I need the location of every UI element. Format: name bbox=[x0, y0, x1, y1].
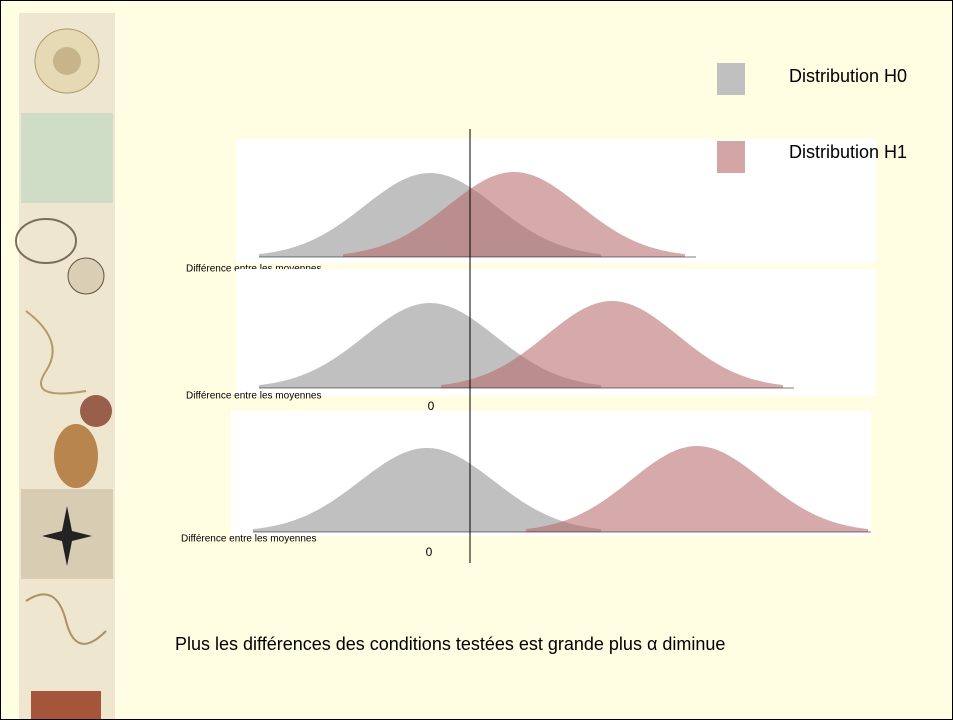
ornament bbox=[54, 424, 98, 488]
illustration-strip bbox=[16, 13, 115, 719]
zero-label: 0 bbox=[426, 545, 433, 559]
slide: Différence entre les moyennes 0 Différence… bbox=[0, 0, 953, 720]
panels: Différence entre les moyennes 0 Différence… bbox=[181, 139, 876, 559]
legend-swatch-h0 bbox=[717, 63, 745, 95]
legend-label: Distribution H0 bbox=[789, 65, 919, 87]
slide-drawing: Différence entre les moyennes 0 Différence… bbox=[1, 1, 952, 719]
ornament bbox=[68, 258, 104, 294]
legend-label: Distribution H1 bbox=[789, 141, 919, 163]
axis-label: Différence entre les moyennes bbox=[181, 534, 316, 545]
ornament bbox=[80, 395, 112, 427]
ornament bbox=[21, 113, 113, 203]
ornament bbox=[53, 47, 81, 75]
caption: Plus les différences des conditions test… bbox=[175, 631, 825, 657]
ornament bbox=[31, 691, 101, 719]
axis-label: Différence entre les moyennes bbox=[186, 391, 321, 402]
legend-swatch-h1 bbox=[717, 141, 745, 173]
